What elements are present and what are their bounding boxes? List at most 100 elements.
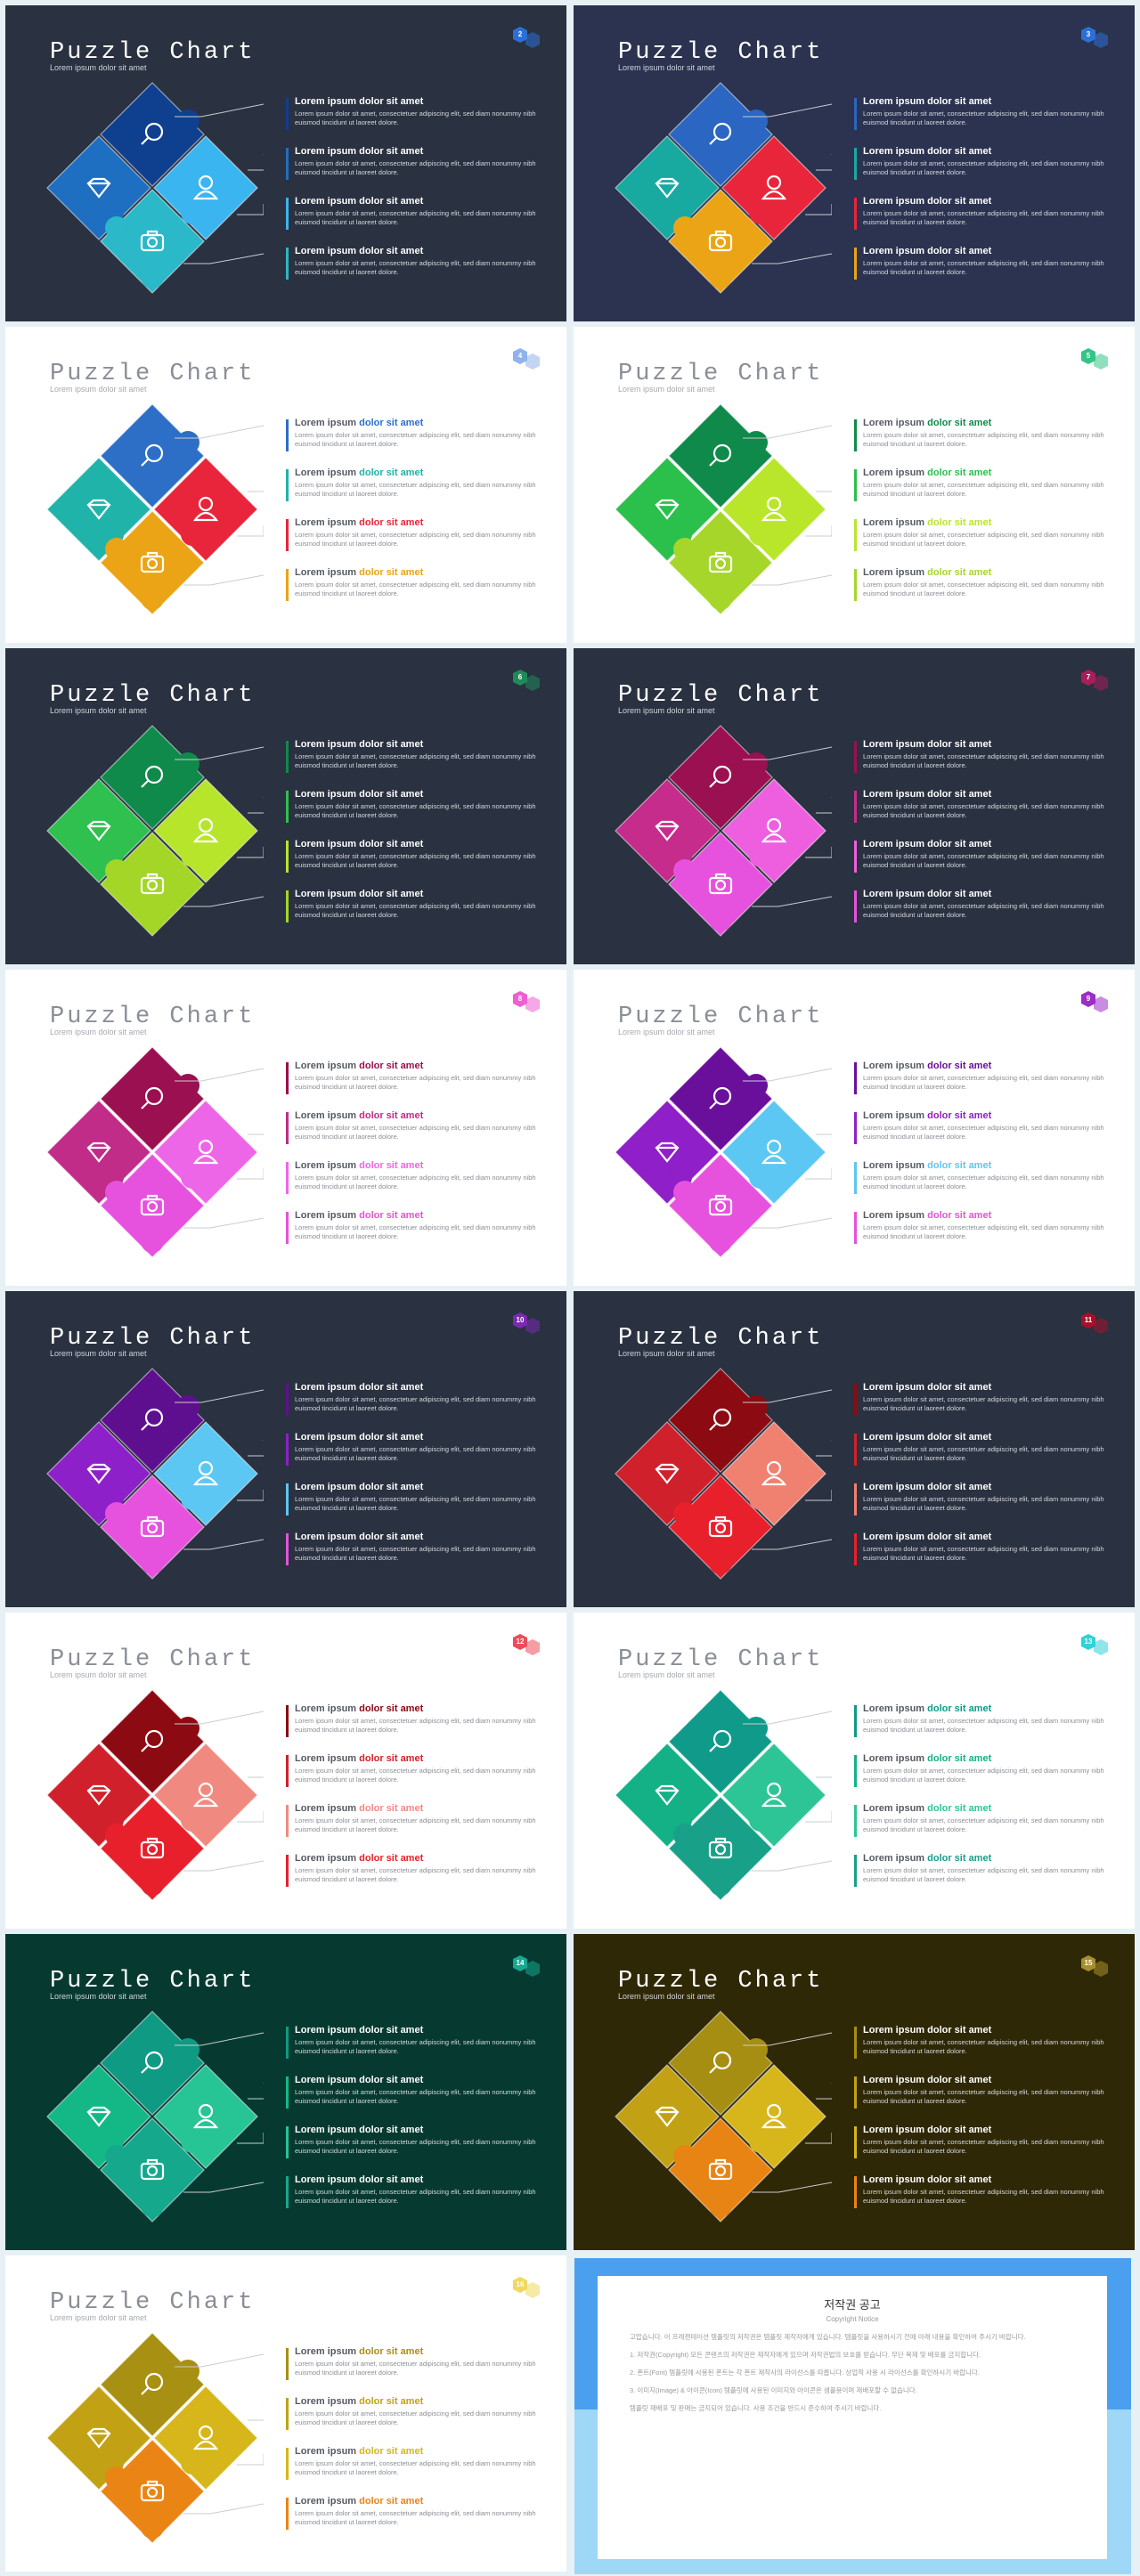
slide-subtitle: Lorem ipsum dolor sit amet [50, 1992, 147, 2001]
page-number-badge: 3 [1079, 21, 1115, 57]
item-list: Lorem ipsum dolor sit amet Lorem ipsum do… [854, 96, 1112, 296]
notice-paragraph: 1. 저작권(Copyright) 모든 콘텐츠의 저작권은 제작자에게 있으며… [630, 2351, 981, 2359]
puzzle-container [41, 1688, 275, 1902]
connector-line [175, 2032, 265, 2046]
item-list: Lorem ipsum dolor sit amet Lorem ipsum do… [286, 2346, 544, 2546]
person-icon [192, 1782, 219, 1808]
item-list: Lorem ipsum dolor sit amet Lorem ipsum do… [286, 96, 544, 296]
magnifier-icon [709, 1086, 732, 1109]
camera-icon [708, 873, 733, 895]
slide-title: Puzzle Chart [50, 1325, 256, 1352]
camera-icon [140, 1194, 165, 1216]
connector-line [237, 204, 265, 215]
item-body: Lorem ipsum dolor sit amet, consectetuer… [295, 259, 536, 276]
puzzle-container [41, 2331, 275, 2545]
puzzle-container [609, 2010, 843, 2223]
puzzle-piece [668, 1689, 773, 1794]
list-item: Lorem ipsum dolor sit amet Lorem ipsum do… [286, 839, 544, 889]
item-heading: Lorem ipsum dolor sit amet [295, 1853, 424, 1864]
connector-line [237, 2133, 265, 2144]
list-item: Lorem ipsum dolor sit amet Lorem ipsum do… [854, 1110, 1112, 1160]
puzzle-piece [615, 2064, 720, 2169]
item-heading: Lorem ipsum dolor sit amet [863, 1753, 992, 1764]
list-item: Lorem ipsum dolor sit amet Lorem ipsum do… [286, 2025, 544, 2075]
slide-subtitle: Lorem ipsum dolor sit amet [50, 706, 147, 715]
puzzle-piece [668, 725, 773, 830]
magnifier-icon [141, 122, 164, 145]
list-item: Lorem ipsum dolor sit amet Lorem ipsum do… [854, 2125, 1112, 2174]
connector-line [248, 2403, 275, 2421]
puzzle-graphic [615, 82, 843, 294]
item-body: Lorem ipsum dolor sit amet, consectetuer… [295, 209, 536, 226]
list-item: Lorem ipsum dolor sit amet Lorem ipsum do… [286, 1703, 544, 1753]
puzzle-container [609, 402, 843, 616]
list-item: Lorem ipsum dolor sit amet Lorem ipsum do… [286, 1160, 544, 1210]
item-accent-bar [854, 1755, 857, 1787]
connector-line [743, 1068, 833, 1082]
list-item: Lorem ipsum dolor sit amet Lorem ipsum do… [854, 567, 1112, 617]
item-heading: Lorem ipsum dolor sit amet [295, 1803, 424, 1814]
list-item: Lorem ipsum dolor sit amet Lorem ipsum do… [854, 1803, 1112, 1853]
puzzle-container [41, 1045, 275, 1259]
page-number: 6 [517, 673, 523, 681]
item-heading: Lorem ipsum dolor sit amet [863, 1803, 992, 1814]
list-item: Lorem ipsum dolor sit amet Lorem ipsum do… [854, 246, 1112, 296]
diamond-icon [655, 820, 680, 841]
connector-line [248, 153, 275, 171]
slide-title: Puzzle Chart [50, 1004, 256, 1030]
item-heading: Lorem ipsum dolor sit amet [295, 146, 424, 157]
item-body: Lorem ipsum dolor sit amet, consectetuer… [863, 209, 1104, 226]
item-body: Lorem ipsum dolor sit amet, consectetuer… [295, 2509, 536, 2526]
puzzle-graphic [46, 1046, 275, 1258]
item-heading: Lorem ipsum dolor sit amet [863, 1853, 992, 1864]
item-accent-bar [854, 2176, 857, 2208]
list-item: Lorem ipsum dolor sit amet Lorem ipsum do… [286, 1210, 544, 1260]
notice-title: 저작권 공고 [824, 2298, 881, 2312]
puzzle-piece [100, 2117, 205, 2223]
connector-line [237, 1168, 265, 1180]
item-list: Lorem ipsum dolor sit amet Lorem ipsum do… [286, 1060, 544, 1260]
list-item: Lorem ipsum dolor sit amet Lorem ipsum do… [286, 2174, 544, 2224]
list-item: Lorem ipsum dolor sit amet Lorem ipsum do… [286, 1753, 544, 1803]
person-icon [192, 1460, 219, 1486]
camera-icon [140, 551, 165, 573]
item-body: Lorem ipsum dolor sit amet, consectetuer… [295, 1445, 536, 1462]
puzzle-piece [668, 2011, 773, 2116]
puzzle-piece [153, 2385, 258, 2491]
item-body: Lorem ipsum dolor sit amet, consectetuer… [863, 110, 1104, 126]
list-item: Lorem ipsum dolor sit amet Lorem ipsum do… [286, 246, 544, 296]
puzzle-graphic [46, 2332, 275, 2544]
puzzle-piece [668, 1796, 773, 1901]
list-item: Lorem ipsum dolor sit amet Lorem ipsum do… [286, 146, 544, 196]
item-accent-bar [854, 1384, 857, 1416]
item-heading: Lorem ipsum dolor sit amet [863, 889, 992, 899]
page-number: 14 [516, 1959, 525, 1967]
item-list: Lorem ipsum dolor sit amet Lorem ipsum do… [854, 418, 1112, 617]
puzzle-container [41, 1367, 275, 1581]
item-heading: Lorem ipsum dolor sit amet [295, 789, 424, 800]
person-icon [192, 2103, 219, 2129]
person-icon [761, 817, 787, 843]
item-body: Lorem ipsum dolor sit amet, consectetuer… [863, 802, 1104, 819]
connector-line [175, 425, 265, 439]
item-accent-bar [854, 1533, 857, 1565]
slide-title: Puzzle Chart [618, 39, 824, 66]
connector-line [175, 1711, 265, 1725]
connector-line [183, 2182, 265, 2193]
list-item: Lorem ipsum dolor sit amet Lorem ipsum do… [854, 196, 1112, 246]
connector-line [743, 1389, 833, 1403]
camera-icon [140, 2158, 165, 2181]
slide-subtitle: Lorem ipsum dolor sit amet [50, 2313, 147, 2322]
item-body: Lorem ipsum dolor sit amet, consectetuer… [295, 581, 536, 597]
slide-title: Puzzle Chart [50, 361, 256, 387]
item-accent-bar [854, 741, 857, 773]
person-icon [192, 175, 219, 200]
page-number-badge: 16 [511, 2271, 547, 2307]
slide-subtitle: Lorem ipsum dolor sit amet [618, 1349, 715, 1358]
list-item: Lorem ipsum dolor sit amet Lorem ipsum do… [286, 739, 544, 789]
list-item: Lorem ipsum dolor sit amet Lorem ipsum do… [286, 2075, 544, 2125]
item-heading: Lorem ipsum dolor sit amet [295, 839, 424, 849]
item-accent-bar [854, 469, 857, 501]
list-item: Lorem ipsum dolor sit amet Lorem ipsum do… [854, 889, 1112, 939]
connector-line [752, 574, 833, 586]
